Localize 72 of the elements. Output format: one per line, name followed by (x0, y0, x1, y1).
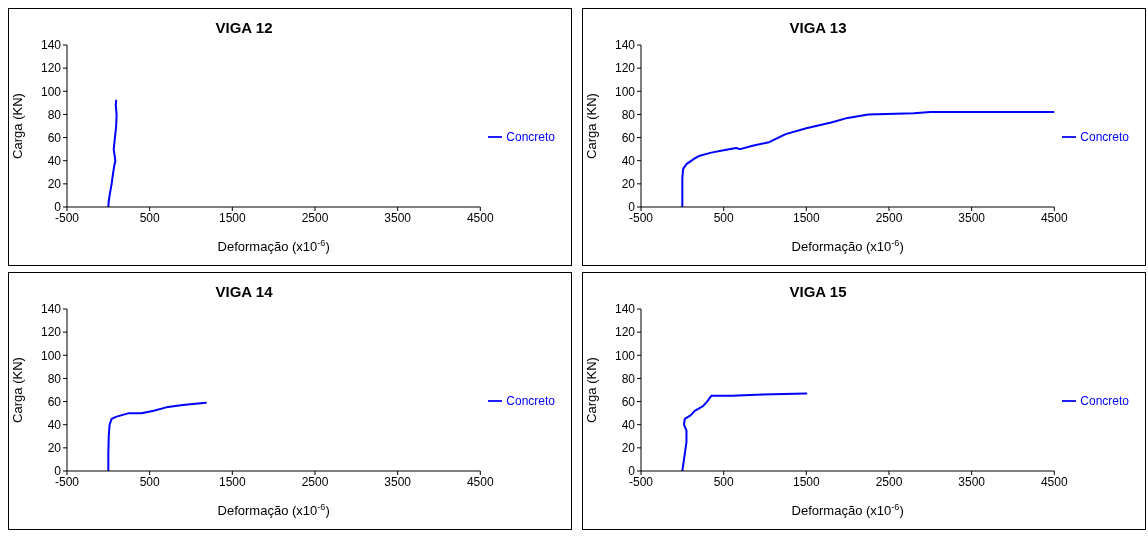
y-tick-label: 140 (40, 38, 62, 53)
x-tick-label: -500 (628, 474, 654, 489)
x-tick-label: 500 (139, 474, 160, 489)
chart-title: VIGA 13 (788, 19, 848, 36)
y-tick-label: 60 (47, 130, 62, 145)
y-tick-label: 140 (614, 38, 636, 53)
y-tick-label: 80 (47, 107, 62, 122)
x-tick-label: 1500 (792, 474, 820, 489)
y-tick-label: 100 (614, 348, 636, 363)
y-tick-label: 60 (47, 394, 62, 409)
line-series (681, 111, 1055, 207)
x-tick-label: 1500 (792, 210, 820, 225)
x-tick-label: -500 (54, 474, 80, 489)
legend-label: Concreto (506, 129, 555, 144)
x-tick-label: -500 (628, 210, 654, 225)
legend-label: Concreto (1080, 129, 1129, 144)
x-axis-title: Deformação (x10$^{-6}$) (217, 502, 330, 518)
x-tick-label: 4500 (1040, 474, 1068, 489)
legend-label: Concreto (506, 393, 555, 408)
x-axis-title: Deformação (x10$^{-6}$) (791, 238, 904, 254)
y-tick-label: 120 (614, 325, 636, 340)
x-tick-label: 3500 (384, 210, 412, 225)
y-tick-label: 100 (614, 84, 636, 99)
x-tick-label: 500 (713, 210, 734, 225)
y-tick-label: 120 (614, 61, 636, 76)
x-tick-label: 2500 (875, 210, 903, 225)
x-axis-title: Deformação (x10$^{-6}$) (791, 502, 904, 518)
y-axis-title: Carga (KN) (9, 357, 25, 423)
line-series (681, 392, 808, 471)
x-tick-label: 1500 (218, 210, 246, 225)
chart-title: VIGA 14 (214, 283, 274, 300)
y-tick-label: 100 (40, 348, 62, 363)
y-tick-label: 140 (40, 302, 62, 317)
x-tick-label: 4500 (1040, 210, 1068, 225)
y-tick-label: 80 (621, 371, 636, 386)
y-tick-label: 140 (614, 302, 636, 317)
y-tick-label: 120 (40, 325, 62, 340)
y-tick-label: 40 (621, 153, 636, 168)
y-tick-label: 80 (47, 371, 62, 386)
line-series (107, 99, 118, 207)
x-tick-label: -500 (54, 210, 80, 225)
y-tick-label: 40 (47, 153, 62, 168)
y-tick-label: 40 (621, 417, 636, 432)
y-tick-label: 120 (40, 61, 62, 76)
y-axis-title: Carga (KN) (9, 93, 25, 159)
y-axis-title: Carga (KN) (583, 357, 599, 423)
y-tick-label: 100 (40, 84, 62, 99)
line-series (107, 401, 207, 471)
x-tick-label: 2500 (301, 210, 329, 225)
legend-label: Concreto (1080, 393, 1129, 408)
x-tick-label: 3500 (958, 474, 986, 489)
x-tick-label: 3500 (958, 210, 986, 225)
y-tick-label: 20 (621, 177, 636, 192)
y-tick-label: 20 (621, 441, 636, 456)
x-tick-label: 500 (139, 210, 160, 225)
y-axis-title: Carga (KN) (583, 93, 599, 159)
x-axis-title: Deformação (x10$^{-6}$) (217, 238, 330, 254)
x-tick-label: 2500 (301, 474, 329, 489)
x-tick-label: 500 (713, 474, 734, 489)
y-tick-label: 60 (621, 130, 636, 145)
y-tick-label: 40 (47, 417, 62, 432)
x-tick-label: 4500 (466, 210, 494, 225)
chart-title: VIGA 12 (214, 19, 274, 36)
x-tick-label: 4500 (466, 474, 494, 489)
x-tick-label: 2500 (875, 474, 903, 489)
y-tick-label: 60 (621, 394, 636, 409)
chart-title: VIGA 15 (788, 283, 848, 300)
y-tick-label: 80 (621, 107, 636, 122)
y-tick-label: 20 (47, 177, 62, 192)
x-tick-label: 1500 (218, 474, 246, 489)
y-tick-label: 20 (47, 441, 62, 456)
x-tick-label: 3500 (384, 474, 412, 489)
